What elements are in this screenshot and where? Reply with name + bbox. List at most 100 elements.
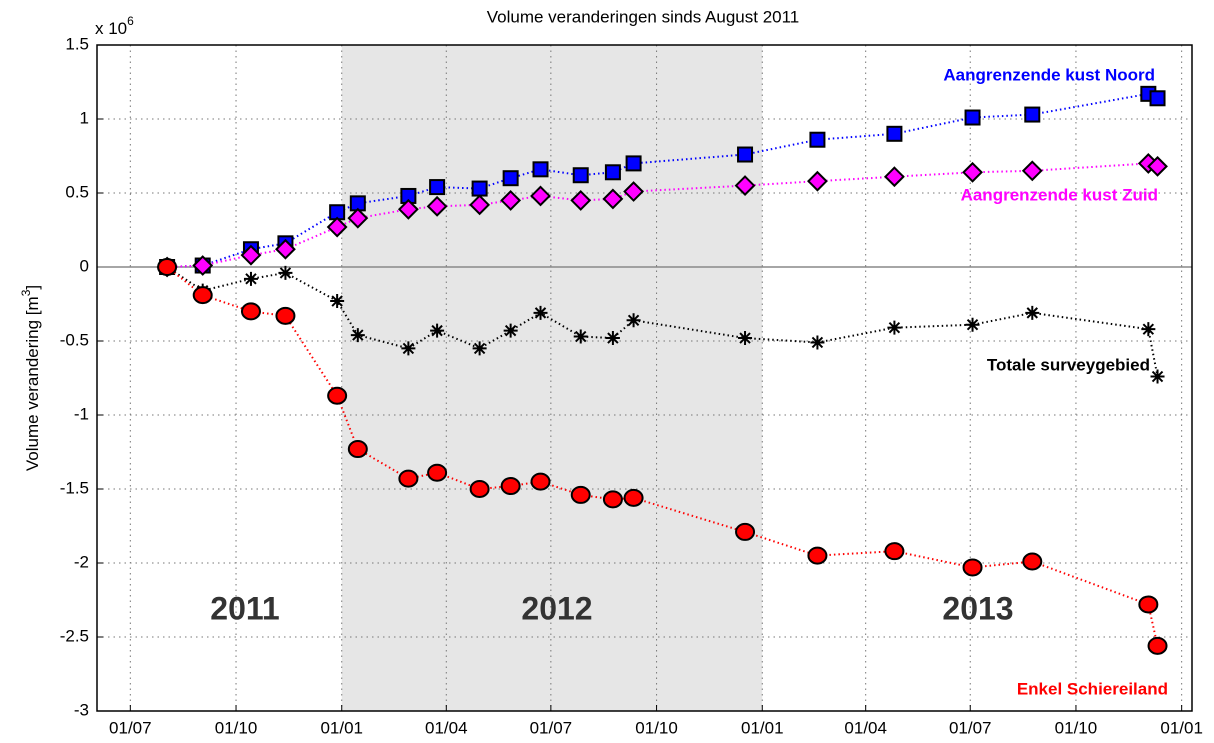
- y-tick-label: -3: [74, 700, 89, 719]
- marker: [735, 522, 756, 541]
- marker: [503, 323, 518, 338]
- y-tick-label: -2.5: [60, 626, 89, 645]
- marker: [192, 286, 213, 305]
- marker: [1147, 636, 1168, 655]
- y-axis-label: Volume verandering [m3]: [19, 285, 42, 471]
- x-tick-label: 01/04: [844, 718, 887, 737]
- marker: [500, 477, 521, 496]
- y-tick-label: 0.5: [65, 182, 89, 201]
- marker: [157, 258, 178, 276]
- marker: [572, 167, 589, 184]
- x-tick-label: 01/01: [741, 718, 784, 737]
- marker: [602, 188, 624, 210]
- marker: [887, 320, 902, 335]
- marker: [330, 294, 345, 309]
- chart-title: Volume veranderingen sinds August 2011: [487, 7, 800, 26]
- marker: [734, 175, 756, 197]
- marker: [962, 161, 983, 183]
- marker: [502, 170, 519, 187]
- marker: [570, 189, 592, 211]
- marker: [738, 331, 753, 346]
- marker: [1022, 552, 1043, 571]
- marker: [429, 179, 446, 196]
- marker: [626, 313, 641, 328]
- marker: [602, 490, 623, 509]
- marker: [500, 189, 522, 211]
- marker: [605, 331, 620, 346]
- marker: [472, 341, 487, 356]
- marker: [1024, 106, 1041, 123]
- y-multiplier: x 106: [95, 14, 134, 38]
- x-tick-label: 01/01: [320, 718, 363, 737]
- marker: [623, 488, 644, 507]
- x-tick-label: 01/10: [635, 718, 678, 737]
- marker: [1141, 322, 1156, 337]
- marker: [1138, 595, 1159, 614]
- marker: [430, 323, 445, 338]
- marker: [530, 185, 551, 207]
- marker: [809, 131, 826, 148]
- year-label: 2012: [521, 590, 592, 626]
- marker: [1147, 155, 1168, 177]
- y-label-text: Volume verandering [m: [23, 296, 42, 471]
- marker: [623, 181, 644, 202]
- series: [157, 258, 1168, 655]
- y-tick-label: 1.5: [65, 34, 89, 53]
- series-label: Totale surveygebied: [987, 355, 1150, 374]
- marker: [469, 194, 491, 216]
- y-tick-label: 0: [80, 256, 89, 275]
- marker: [1149, 90, 1166, 107]
- y-label-sup: 3: [19, 289, 33, 296]
- marker: [810, 335, 825, 350]
- x-tick-label: 01/07: [530, 718, 573, 737]
- marker: [327, 386, 348, 405]
- marker: [350, 328, 365, 343]
- marker: [533, 305, 548, 320]
- year-label: 2011: [210, 590, 279, 626]
- marker: [326, 216, 348, 238]
- x-tick-label: 01/01: [1160, 718, 1203, 737]
- marker: [427, 463, 448, 482]
- y-label-end: ]: [23, 285, 42, 290]
- marker: [192, 255, 214, 276]
- marker: [1150, 369, 1165, 384]
- marker: [347, 207, 369, 229]
- marker: [278, 265, 293, 280]
- marker: [962, 558, 983, 577]
- marker: [604, 164, 621, 181]
- marker: [398, 469, 419, 488]
- y-tick-label: -2: [74, 552, 89, 571]
- marker: [1025, 305, 1040, 320]
- marker: [426, 195, 448, 217]
- marker: [530, 472, 551, 491]
- marker: [240, 244, 262, 266]
- marker: [347, 440, 368, 459]
- marker: [964, 109, 981, 126]
- marker: [884, 542, 905, 561]
- marker: [471, 180, 488, 197]
- year-label: 2013: [942, 590, 1013, 626]
- marker: [883, 166, 905, 188]
- marker: [573, 329, 588, 344]
- x-tick-label: 01/04: [425, 718, 468, 737]
- y-tick-label: -0.5: [60, 330, 89, 349]
- shaded-region: [341, 45, 763, 711]
- series-label: Aangrenzende kust Zuid: [961, 185, 1158, 204]
- marker: [807, 170, 828, 192]
- y-multiplier-base: x 10: [95, 19, 127, 38]
- marker: [737, 146, 754, 163]
- x-tick-label: 01/10: [215, 718, 258, 737]
- marker: [275, 306, 296, 325]
- series: [156, 152, 1168, 278]
- x-tick-label: 01/10: [1055, 718, 1098, 737]
- marker: [570, 485, 591, 504]
- marker: [532, 161, 549, 178]
- x-tick-label: 01/07: [109, 718, 152, 737]
- y-multiplier-exp: 6: [127, 14, 134, 28]
- marker: [397, 198, 419, 220]
- y-tick-label: -1.5: [60, 478, 89, 497]
- marker: [1021, 160, 1043, 182]
